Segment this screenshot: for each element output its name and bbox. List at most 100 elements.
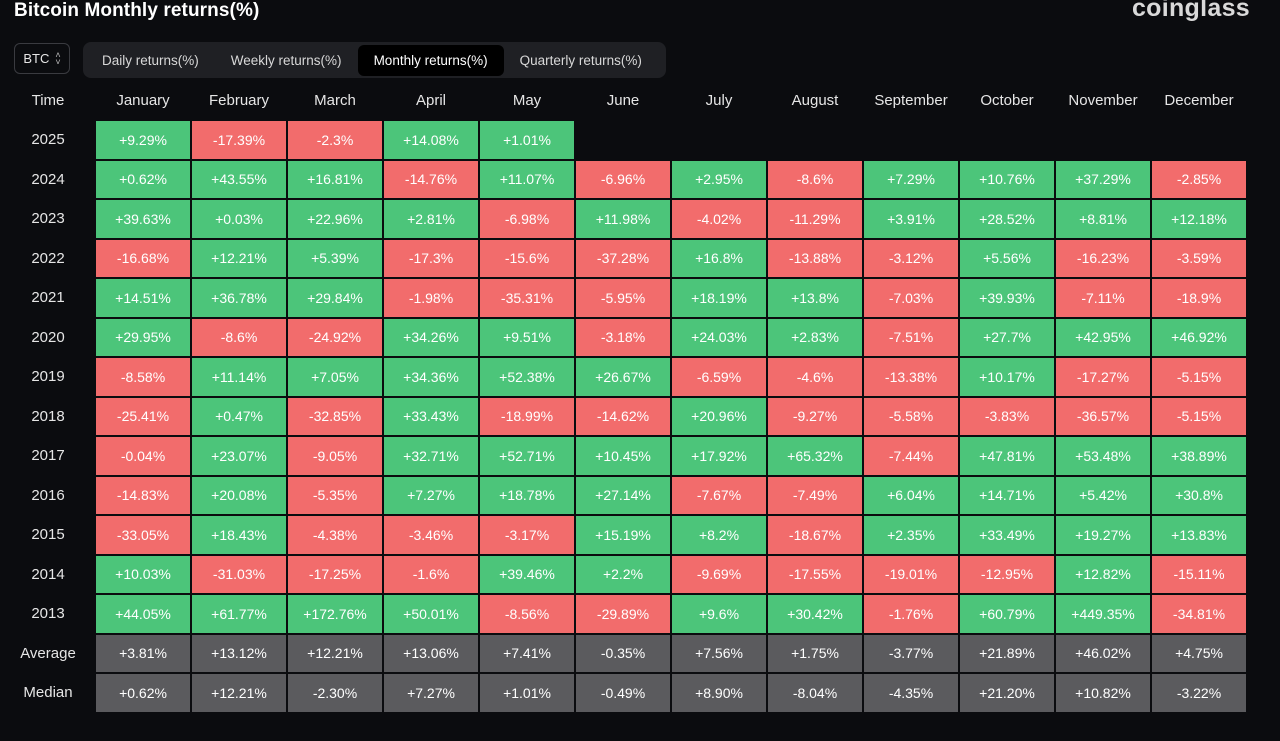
return-cell: +7.56%: [672, 634, 766, 672]
return-cell: +12.21%: [192, 239, 286, 277]
year-row-2023: 2023 +39.63% +0.03% +22.96% +2.81% -6.98% +11.…: [2, 200, 1246, 238]
return-cell: +11.14%: [192, 358, 286, 396]
return-cell: +52.71%: [480, 437, 574, 475]
year-row-2024: 2024 +0.62% +43.55% +16.81% -14.76% +11.07% -6…: [2, 160, 1246, 198]
return-cell: [768, 121, 862, 159]
return-cell: +18.43%: [192, 516, 286, 554]
year-row-2014: 2014 +10.03% -31.03% -17.25% -1.6% +39.46% +2.…: [2, 555, 1246, 593]
return-cell: -7.67%: [672, 476, 766, 514]
row-label: 2019: [31, 368, 65, 386]
return-cell: +22.96%: [288, 200, 382, 238]
row-label: 2020: [31, 328, 65, 346]
return-cell: +38.89%: [1152, 437, 1246, 475]
return-cell: +29.95%: [96, 318, 190, 356]
return-cell: -1.6%: [384, 555, 478, 593]
row-label: 2021: [31, 289, 65, 307]
row-label: 2023: [31, 210, 65, 228]
column-header-june: June: [606, 92, 640, 109]
return-cell: +18.19%: [672, 279, 766, 317]
return-cell: +43.55%: [192, 160, 286, 198]
return-cell: -25.41%: [96, 397, 190, 435]
return-cell: -3.59%: [1152, 239, 1246, 277]
row-label: Median: [23, 684, 73, 702]
row-label: 2017: [31, 447, 65, 465]
tab-weekly-returns[interactable]: Weekly returns(%): [230, 52, 342, 68]
asset-select[interactable]: BTC ˄ ˅: [14, 43, 70, 74]
return-cell: +3.81%: [96, 634, 190, 672]
returns-tabs: Daily returns(%) Weekly returns(%) Month…: [83, 42, 666, 78]
return-cell: -1.76%: [864, 595, 958, 633]
return-cell: +47.81%: [960, 437, 1054, 475]
return-cell: -5.95%: [576, 279, 670, 317]
return-cell: +16.8%: [672, 239, 766, 277]
return-cell: -12.95%: [960, 555, 1054, 593]
return-cell: -15.11%: [1152, 555, 1246, 593]
return-cell: +2.81%: [384, 200, 478, 238]
return-cell: -9.05%: [288, 437, 382, 475]
tab-daily-returns[interactable]: Daily returns(%): [102, 52, 199, 68]
return-cell: +12.21%: [288, 634, 382, 672]
return-cell: -18.99%: [480, 397, 574, 435]
return-cell: +1.01%: [480, 121, 574, 159]
return-cell: [864, 121, 958, 159]
return-cell: +7.41%: [480, 634, 574, 672]
return-cell: +27.7%: [960, 318, 1054, 356]
row-label: 2022: [31, 249, 65, 267]
return-cell: -4.02%: [672, 200, 766, 238]
return-cell: +36.78%: [192, 279, 286, 317]
return-cell: -3.77%: [864, 634, 958, 672]
return-cell: +44.05%: [96, 595, 190, 633]
return-cell: -3.12%: [864, 239, 958, 277]
return-cell: -3.46%: [384, 516, 478, 554]
return-cell: -17.55%: [768, 555, 862, 593]
year-row-2020: 2020 +29.95% -8.6% -24.92% +34.26% +9.51% -3.1…: [2, 318, 1246, 356]
return-cell: -7.44%: [864, 437, 958, 475]
stat-row-average: Average +3.81% +13.12% +12.21% +13.06% +7.41%…: [2, 634, 1246, 672]
stat-row-median: Median +0.62% +12.21% -2.30% +7.27% +1.01% -0.…: [2, 674, 1246, 712]
column-header-january: January: [116, 92, 170, 109]
return-cell: -4.6%: [768, 358, 862, 396]
return-cell: +30.8%: [1152, 476, 1246, 514]
coinglass-logo[interactable]: coinglass: [1131, 0, 1250, 22]
tab-quarterly-returns[interactable]: Quarterly returns(%): [519, 52, 642, 68]
return-cell: +12.18%: [1152, 200, 1246, 238]
return-cell: -2.85%: [1152, 160, 1246, 198]
row-label: 2018: [31, 407, 65, 425]
return-cell: +2.2%: [576, 555, 670, 593]
year-row-2021: 2021 +14.51% +36.78% +29.84% -1.98% -35.31% -5…: [2, 279, 1246, 317]
return-cell: +28.52%: [960, 200, 1054, 238]
column-header-october: October: [980, 92, 1034, 109]
return-cell: [576, 121, 670, 159]
tab-monthly-returns[interactable]: Monthly returns(%): [357, 44, 504, 76]
return-cell: -3.18%: [576, 318, 670, 356]
return-cell: +7.05%: [288, 358, 382, 396]
return-cell: -15.6%: [480, 239, 574, 277]
column-header-may: May: [512, 92, 542, 109]
return-cell: -5.15%: [1152, 397, 1246, 435]
return-cell: +29.84%: [288, 279, 382, 317]
column-header-november: November: [1068, 92, 1138, 109]
return-cell: +20.96%: [672, 397, 766, 435]
return-cell: +3.91%: [864, 200, 958, 238]
year-row-2016: 2016 -14.83% +20.08% -5.35% +7.27% +18.78% +27…: [2, 476, 1246, 514]
return-cell: -14.62%: [576, 397, 670, 435]
column-header-december: December: [1164, 92, 1234, 109]
asset-select-value: BTC: [23, 51, 50, 66]
return-cell: -36.57%: [1056, 397, 1150, 435]
return-cell: +1.75%: [768, 634, 862, 672]
return-cell: -1.98%: [384, 279, 478, 317]
return-cell: -2.3%: [288, 121, 382, 159]
return-cell: -8.58%: [96, 358, 190, 396]
return-cell: +18.78%: [480, 476, 574, 514]
return-cell: -5.35%: [288, 476, 382, 514]
return-cell: +37.29%: [1056, 160, 1150, 198]
return-cell: +14.08%: [384, 121, 478, 159]
return-cell: +6.04%: [864, 476, 958, 514]
return-cell: +0.62%: [96, 674, 190, 712]
return-cell: -7.03%: [864, 279, 958, 317]
return-cell: +0.47%: [192, 397, 286, 435]
return-cell: -34.81%: [1152, 595, 1246, 633]
return-cell: +13.8%: [768, 279, 862, 317]
return-cell: +13.12%: [192, 634, 286, 672]
return-cell: +19.27%: [1056, 516, 1150, 554]
